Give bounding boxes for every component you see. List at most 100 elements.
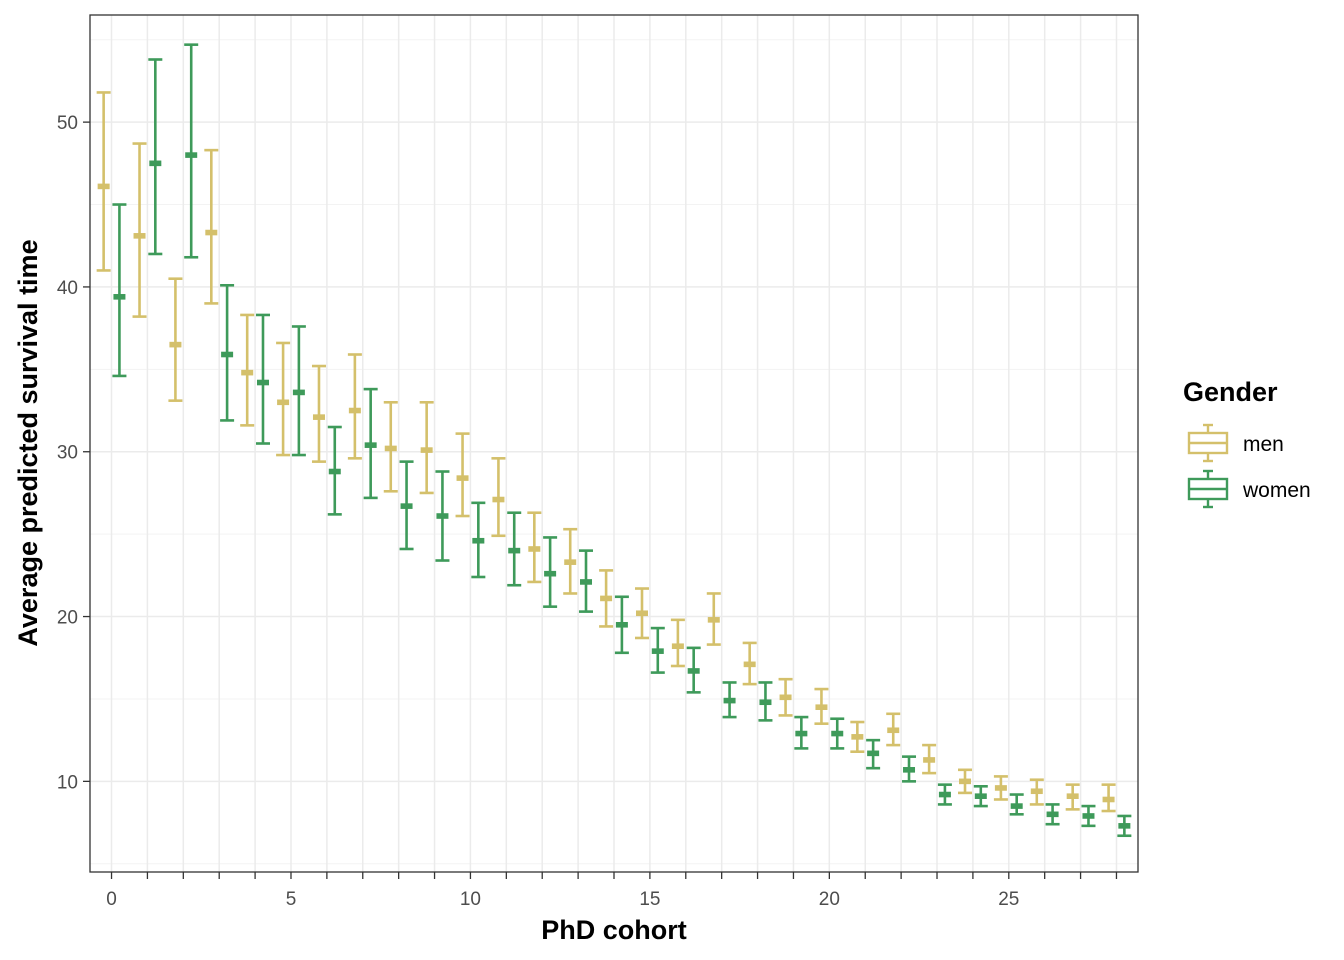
women-errorbar (112, 203, 127, 378)
women-errorbar (363, 387, 378, 500)
men-point (815, 704, 828, 710)
women-point (795, 730, 808, 737)
women-errorbar (1045, 803, 1060, 826)
men-errorbar (527, 511, 542, 584)
men-point (277, 399, 290, 406)
men-errorbar (419, 400, 434, 495)
men-point (1066, 793, 1079, 799)
women-point (615, 621, 628, 628)
men-point (671, 643, 684, 650)
women-errorbar (255, 313, 270, 445)
women-point (364, 442, 377, 448)
men-point (312, 414, 325, 420)
men-point (851, 734, 864, 740)
men-point (241, 369, 254, 376)
women-errorbar (399, 460, 414, 551)
men-errorbar (276, 341, 291, 457)
women-errorbar (758, 681, 773, 722)
women-point (1118, 823, 1131, 829)
women-errorbar (1081, 804, 1096, 828)
series-women (112, 43, 1132, 838)
women-errorbar (686, 646, 701, 694)
men-errorbar (634, 587, 649, 640)
women-errorbar (148, 58, 163, 256)
men-errorbar (742, 641, 757, 686)
x-tick-label: 0 (106, 889, 117, 910)
legend-label-women: women (1242, 479, 1311, 502)
x-tick-label: 20 (819, 889, 840, 910)
y-tick-label: 40 (57, 278, 78, 299)
women-errorbar (866, 738, 881, 770)
x-tick-label: 15 (639, 889, 660, 910)
y-tick-label: 20 (57, 608, 78, 629)
legend-title: Gender (1183, 377, 1278, 407)
women-point (436, 513, 449, 519)
women-point (1010, 803, 1023, 809)
men-errorbar (1065, 783, 1080, 811)
women-point (759, 699, 772, 706)
legend-key-women (1187, 469, 1229, 509)
x-tick-label: 25 (998, 889, 1019, 910)
women-point (508, 547, 521, 554)
men-errorbar (347, 353, 362, 460)
women-errorbar (650, 626, 665, 674)
men-errorbar (993, 775, 1008, 801)
y-axis: 10 20 30 40 50 (57, 113, 90, 793)
men-point (743, 661, 756, 668)
women-point (221, 351, 234, 358)
men-point (169, 341, 182, 348)
women-point (687, 668, 700, 674)
men-point (923, 757, 936, 763)
y-tick-label: 10 (57, 772, 78, 793)
men-point (887, 727, 900, 734)
men-point (635, 610, 648, 617)
men-errorbar (383, 400, 398, 493)
men-point (205, 229, 218, 236)
men-point (384, 445, 397, 452)
men-errorbar (958, 768, 973, 795)
men-point (492, 496, 505, 503)
women-point (1046, 811, 1059, 818)
men-errorbar (1101, 783, 1116, 813)
men-errorbar (455, 432, 470, 518)
x-axis: 0 5 10 15 20 25 (106, 872, 1118, 910)
women-errorbar (722, 681, 737, 719)
men-point (528, 546, 541, 552)
women-point (651, 648, 664, 654)
legend: Gender men women (1183, 377, 1311, 509)
x-tick-label: 10 (460, 889, 481, 910)
men-errorbar (1029, 778, 1044, 806)
men-errorbar (599, 569, 614, 628)
women-errorbar (614, 595, 629, 655)
women-point (1082, 813, 1095, 819)
women-point (185, 152, 198, 158)
women-errorbar (794, 715, 809, 750)
women-errorbar (435, 470, 450, 562)
men-errorbar (814, 687, 829, 725)
women-point (149, 160, 162, 167)
men-errorbar (922, 743, 937, 775)
men-point (348, 407, 361, 414)
men-errorbar (96, 91, 111, 272)
men-point (779, 694, 792, 701)
women-errorbar (184, 43, 199, 259)
women-point (113, 294, 126, 300)
men-errorbar (132, 142, 147, 318)
women-errorbar (471, 501, 486, 579)
women-errorbar (579, 549, 594, 613)
women-errorbar (1117, 814, 1132, 838)
women-errorbar (973, 784, 988, 808)
men-errorbar (850, 720, 865, 753)
women-point (472, 537, 485, 544)
women-point (723, 697, 736, 704)
men-point (97, 183, 110, 190)
men-errorbar (886, 712, 901, 747)
men-point (1030, 788, 1043, 795)
men-errorbar (311, 364, 326, 463)
women-point (292, 389, 305, 396)
men-point (420, 447, 433, 453)
men-errorbar (168, 277, 183, 402)
legend-key-men (1187, 423, 1229, 463)
women-errorbar (830, 717, 845, 750)
